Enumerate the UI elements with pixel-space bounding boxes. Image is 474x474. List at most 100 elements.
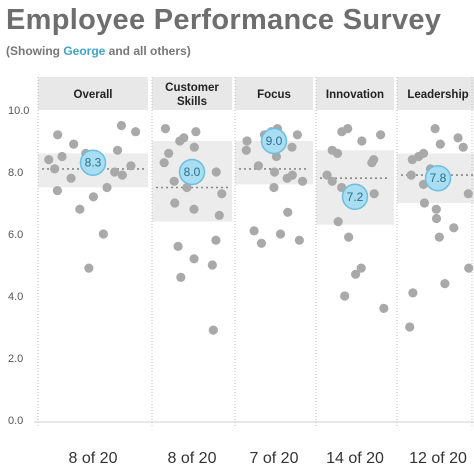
- employee-dot: [431, 213, 442, 224]
- panel-header-bg: [38, 77, 148, 110]
- employee-dot: [130, 127, 141, 137]
- employee-dot: [214, 210, 224, 220]
- y-tick-label: 8.0: [8, 167, 23, 179]
- employee-dot: [242, 136, 252, 146]
- highlight-value-label: 9.0: [266, 134, 283, 148]
- y-tick-label: 10.0: [8, 105, 29, 117]
- highlight-value-label: 7.8: [430, 171, 447, 185]
- rank-count-label: 14 of 20: [326, 450, 384, 467]
- subtitle-prefix: (Showing: [6, 44, 64, 58]
- employee-dot: [282, 173, 292, 183]
- y-tick-label: 2.0: [8, 353, 23, 365]
- highlight-bubble: [341, 183, 369, 211]
- employee-dot: [350, 269, 361, 279]
- rank-count-label: 8 of 20: [168, 450, 217, 467]
- employee-dot: [126, 161, 136, 171]
- highlight-value-label: 8.0: [184, 165, 201, 179]
- employee-dot: [169, 176, 179, 186]
- panel-header-bg: [316, 77, 394, 110]
- highlight-value-label: 8.3: [85, 156, 102, 170]
- employee-dot: [211, 167, 221, 177]
- y-tick-label: 4.0: [8, 291, 23, 303]
- employee-dot: [340, 291, 350, 301]
- employee-dot: [275, 229, 286, 239]
- employee-dot: [431, 204, 441, 214]
- employee-dot: [69, 139, 79, 149]
- employee-dot: [241, 145, 251, 155]
- employee-dot: [369, 189, 379, 199]
- subtitle-suffix: and all others): [105, 44, 191, 58]
- employee-dot: [75, 204, 85, 214]
- employee-dot: [283, 207, 293, 217]
- chart-title: Employee Performance Survey: [6, 4, 442, 36]
- employee-dot: [356, 263, 366, 273]
- panel-header-label: Overall: [74, 89, 113, 101]
- employee-dot: [357, 136, 367, 146]
- employee-dot: [159, 158, 169, 168]
- employee-dot: [53, 130, 63, 140]
- employee-dot: [88, 192, 99, 202]
- employee-dot: [419, 198, 430, 208]
- employee-dot: [269, 167, 280, 177]
- employee-dot: [98, 229, 108, 239]
- employee-dot: [66, 173, 76, 183]
- employee-dot: [189, 142, 199, 152]
- highlight-bubble: [424, 164, 452, 192]
- panel-header-bg: [397, 77, 474, 110]
- panel-header-label: Leadership: [407, 89, 468, 101]
- employee-dot: [333, 217, 343, 227]
- panel-header-bg: [235, 77, 313, 110]
- employee-dot: [249, 226, 259, 236]
- employee-dot: [176, 272, 186, 282]
- panel-header-label: Skills: [177, 96, 207, 108]
- employee-dot: [287, 142, 297, 152]
- rank-count-label: 12 of 20: [409, 450, 467, 467]
- employee-dot: [112, 145, 123, 155]
- employee-dot: [379, 303, 389, 313]
- employee-dot: [256, 238, 267, 248]
- employee-dot: [449, 223, 459, 233]
- employee-dot: [327, 176, 337, 186]
- employee-dot: [217, 189, 227, 199]
- employee-dot: [253, 161, 264, 171]
- employee-dot: [408, 288, 418, 298]
- employee-dot: [208, 325, 218, 335]
- employee-dot: [332, 148, 343, 158]
- employee-dot: [110, 167, 120, 177]
- panel-header-label: Innovation: [326, 89, 384, 101]
- employee-dot: [406, 170, 416, 180]
- employee-dot: [164, 148, 174, 158]
- employee-dot: [170, 198, 180, 208]
- employee-dot: [57, 151, 67, 162]
- employee-dot: [160, 124, 171, 134]
- employee-dot: [189, 204, 199, 214]
- employee-dot: [453, 133, 463, 143]
- employee-dot: [463, 189, 473, 199]
- employee-dot: [430, 124, 440, 134]
- y-tick-label: 6.0: [8, 229, 23, 241]
- employee-dot: [407, 155, 417, 165]
- y-tick-label: 0.0: [8, 415, 23, 427]
- employee-dot: [405, 322, 415, 332]
- employee-dot: [211, 235, 221, 245]
- employee-dot: [375, 130, 386, 140]
- employee-dot: [44, 155, 54, 165]
- employee-dot: [440, 279, 450, 289]
- highlight-bubble: [178, 158, 206, 186]
- employee-dot: [50, 164, 60, 174]
- employee-dot: [207, 260, 217, 270]
- employee-dot: [458, 142, 468, 152]
- employee-dot: [52, 186, 62, 196]
- employee-dot: [464, 263, 474, 273]
- employee-dot: [337, 127, 347, 137]
- employee-dot: [367, 158, 377, 168]
- rank-count-label: 8 of 20: [69, 450, 118, 467]
- employee-dot: [434, 232, 444, 242]
- panel-header-label: Customer: [165, 82, 219, 94]
- employee-dot: [435, 139, 445, 149]
- employee-dot: [117, 170, 127, 180]
- employee-dot: [297, 176, 308, 186]
- employee-dot: [182, 182, 192, 193]
- employee-dot: [294, 235, 304, 245]
